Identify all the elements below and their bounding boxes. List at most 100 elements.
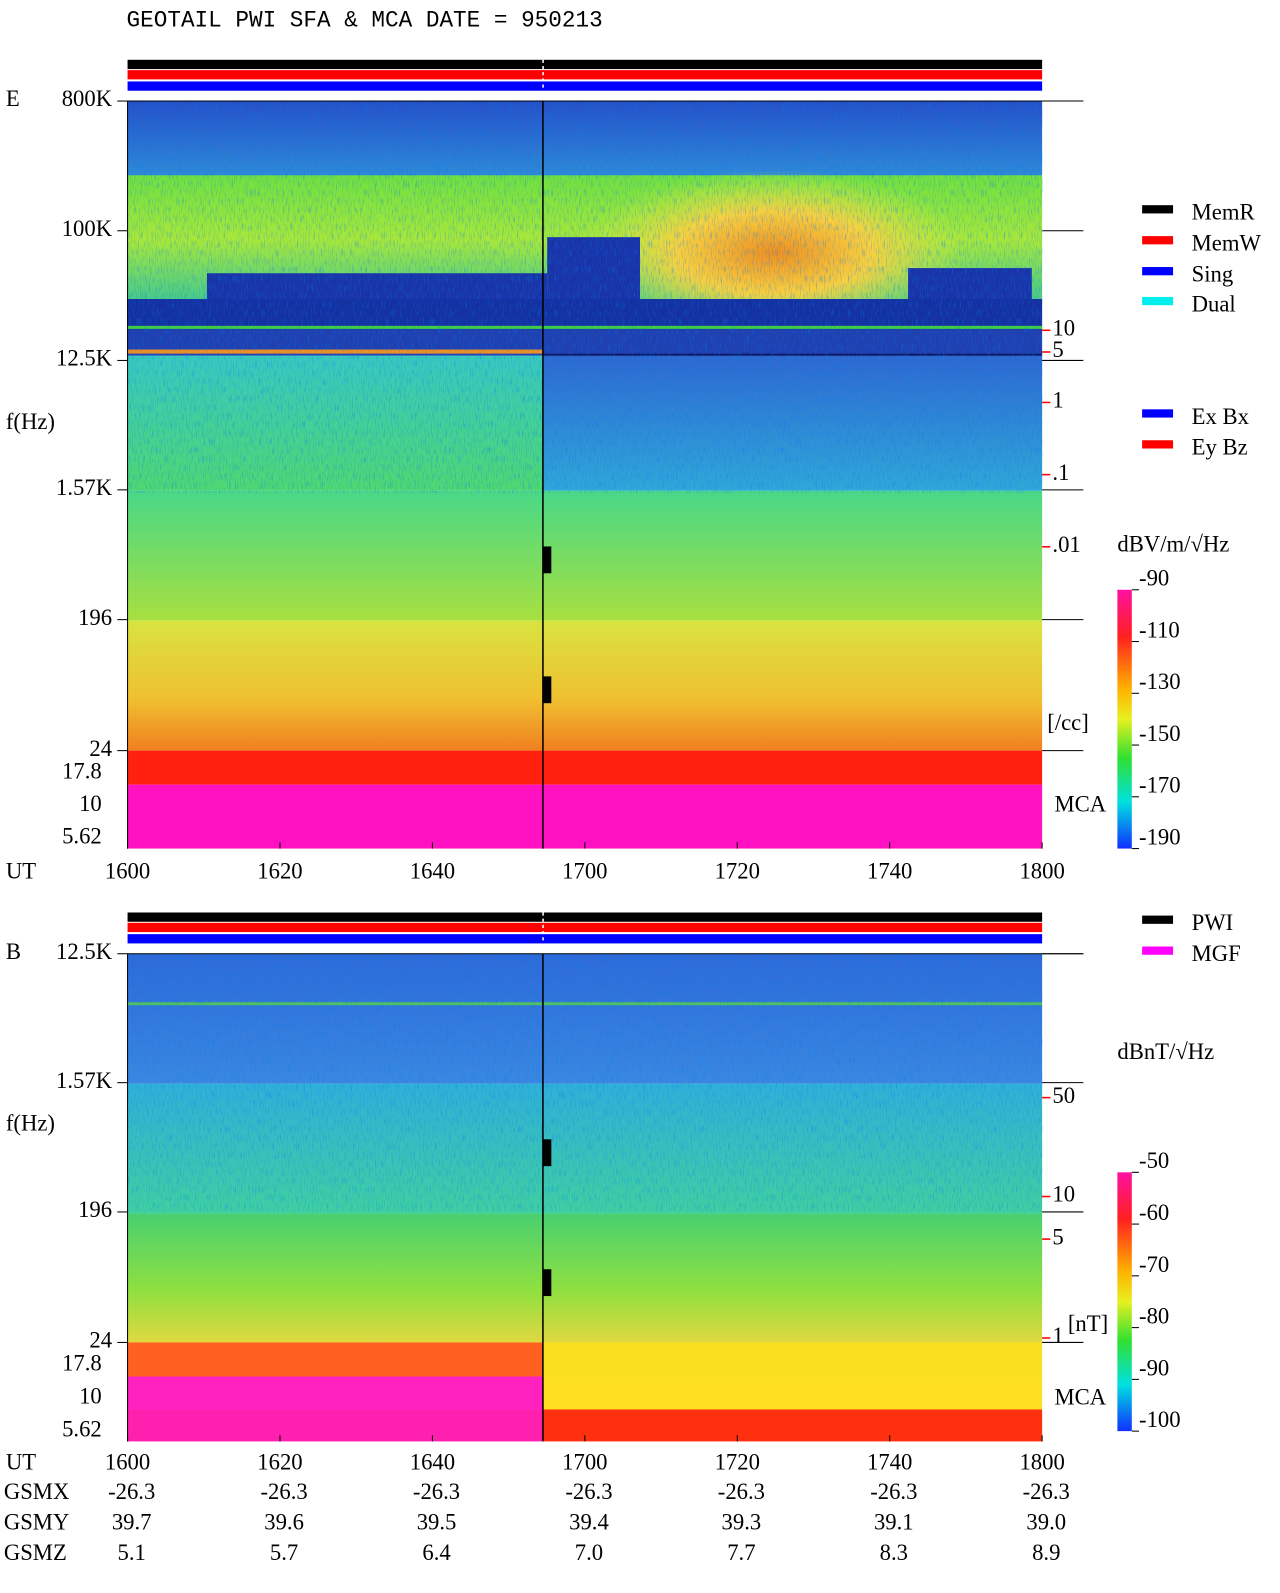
orbit-value: 39.1 — [874, 1510, 914, 1535]
orbit-value: -26.3 — [718, 1479, 765, 1504]
mca-label: MCA — [1054, 791, 1106, 816]
mca-tick-label: 10 — [79, 1383, 102, 1408]
orbit-value: 6.4 — [422, 1540, 450, 1565]
legend-swatch — [1142, 267, 1174, 276]
x-tick-label: 1640 — [410, 859, 455, 884]
legend-swatch — [1142, 409, 1174, 418]
x-tick-label: 1740 — [867, 859, 912, 884]
spectrogram-b — [127, 953, 1043, 1442]
spectrogram-e — [127, 101, 1043, 849]
legend-swatch — [1142, 440, 1174, 449]
mca-tick-label: 17.8 — [62, 758, 102, 783]
legend-label: Dual — [1192, 291, 1236, 316]
y2-tick-label: 1 — [1052, 1323, 1063, 1348]
colorbar-tick-label: -60 — [1139, 1200, 1169, 1225]
y-axis-label: f(Hz) — [6, 409, 55, 434]
orbit-value: 8.9 — [1032, 1540, 1060, 1565]
colorbar-tick-label: -110 — [1139, 617, 1180, 642]
colorbar-tick-label: -90 — [1139, 566, 1169, 591]
colorbar-label: dBV/m/√Hz — [1117, 532, 1229, 557]
panel-label: E — [6, 86, 20, 111]
legend-swatch — [1142, 296, 1174, 306]
x-axis-label: UT — [6, 859, 36, 884]
y-tick-label: 196 — [78, 1197, 112, 1222]
orbit-value: 39.6 — [264, 1510, 304, 1535]
orbit-value: 39.3 — [722, 1510, 762, 1535]
colorbar-tick-label: -70 — [1139, 1252, 1169, 1277]
colorbar — [1117, 589, 1132, 849]
orbit-value: 7.0 — [575, 1540, 603, 1565]
orbit-value: 39.4 — [569, 1510, 609, 1535]
y-axis-label: f(Hz) — [6, 1111, 55, 1136]
y2-tick-label: 10 — [1052, 1182, 1075, 1207]
x-tick-label: 1800 — [1019, 1449, 1064, 1474]
legend-label: Ey Bz — [1192, 435, 1248, 460]
orbit-value: -26.3 — [108, 1479, 155, 1504]
legend-swatch — [1142, 236, 1174, 245]
y2-tick-label: .1 — [1052, 460, 1069, 485]
y-tick-label: 1.57K — [56, 475, 113, 500]
y2-tick-label: 50 — [1052, 1083, 1075, 1108]
status-bars — [127, 59, 1043, 944]
orbit-value: 8.3 — [880, 1540, 908, 1565]
y-tick-label: 24 — [89, 1328, 112, 1353]
y2-tick-label: 5 — [1052, 1224, 1063, 1249]
legend-label: MemR — [1192, 200, 1256, 225]
colorbar-label: dBnT/√Hz — [1117, 1039, 1214, 1064]
colorbar-tick-label: -90 — [1139, 1355, 1169, 1380]
x-tick-label: 1700 — [562, 859, 607, 884]
x-tick-label: 1600 — [105, 1449, 150, 1474]
y-tick-label: 196 — [78, 605, 112, 630]
legend-swatch — [1142, 915, 1174, 924]
colorbar-tick-label: -190 — [1139, 824, 1181, 849]
x-axis-label: UT — [6, 1449, 36, 1474]
x-tick-label: 1700 — [562, 1449, 607, 1474]
mca-tick-label: 5.62 — [62, 824, 102, 849]
orbit-value: 5.1 — [118, 1540, 146, 1565]
y2-tick-label: 10 — [1052, 315, 1075, 340]
orbit-row-label: GSMX — [4, 1479, 70, 1504]
mca-tick-label: 17.8 — [62, 1350, 102, 1375]
legend-swatch — [1142, 205, 1174, 214]
legend-swatch — [1142, 946, 1174, 955]
orbit-value: 5.7 — [270, 1540, 298, 1565]
x-tick-label: 1720 — [715, 859, 760, 884]
colorbar-tick-label: -50 — [1139, 1148, 1169, 1173]
x-tick-label: 1620 — [257, 1449, 302, 1474]
legend-label: Sing — [1192, 262, 1234, 287]
orbit-row-label: GSMY — [4, 1510, 70, 1535]
y-tick-label: 12.5K — [56, 346, 113, 371]
mca-label: MCA — [1054, 1384, 1106, 1409]
orbit-value: -26.3 — [413, 1479, 460, 1504]
legend-label: PWI — [1192, 910, 1234, 935]
orbit-value: -26.3 — [260, 1479, 307, 1504]
y2-axis-label: [nT] — [1068, 1311, 1108, 1336]
colorbar-tick-label: -150 — [1139, 721, 1181, 746]
y-tick-label: 800K — [62, 86, 113, 111]
y-tick-label: 100K — [62, 216, 113, 241]
y2-tick-label: .01 — [1052, 532, 1080, 557]
x-tick-label: 1640 — [410, 1449, 455, 1474]
orbit-value: -26.3 — [870, 1479, 917, 1504]
x-tick-label: 1600 — [105, 859, 150, 884]
orbit-value: -26.3 — [565, 1479, 612, 1504]
y2-tick-label: 1 — [1052, 388, 1063, 413]
y2-axis-label: [/cc] — [1047, 710, 1089, 735]
x-tick-label: 1720 — [715, 1449, 760, 1474]
colorbar-tick-label: -100 — [1139, 1407, 1181, 1432]
orbit-row-label: GSMZ — [4, 1540, 67, 1565]
orbit-value: 7.7 — [727, 1540, 755, 1565]
mca-tick-label: 10 — [79, 791, 102, 816]
legend-label: MemW — [1192, 231, 1262, 256]
orbit-value: 39.5 — [417, 1510, 457, 1535]
y-tick-label: 1.57K — [56, 1068, 113, 1093]
x-tick-label: 1800 — [1019, 859, 1064, 884]
orbit-value: 39.7 — [112, 1510, 152, 1535]
colorbar-tick-label: -80 — [1139, 1304, 1169, 1329]
orbit-value: -26.3 — [1023, 1479, 1070, 1504]
colorbar — [1117, 1172, 1132, 1432]
chart-title: GEOTAIL PWI SFA & MCA DATE = 950213 — [127, 8, 603, 34]
orbit-value: 39.0 — [1026, 1510, 1066, 1535]
x-tick-label: 1740 — [867, 1449, 912, 1474]
